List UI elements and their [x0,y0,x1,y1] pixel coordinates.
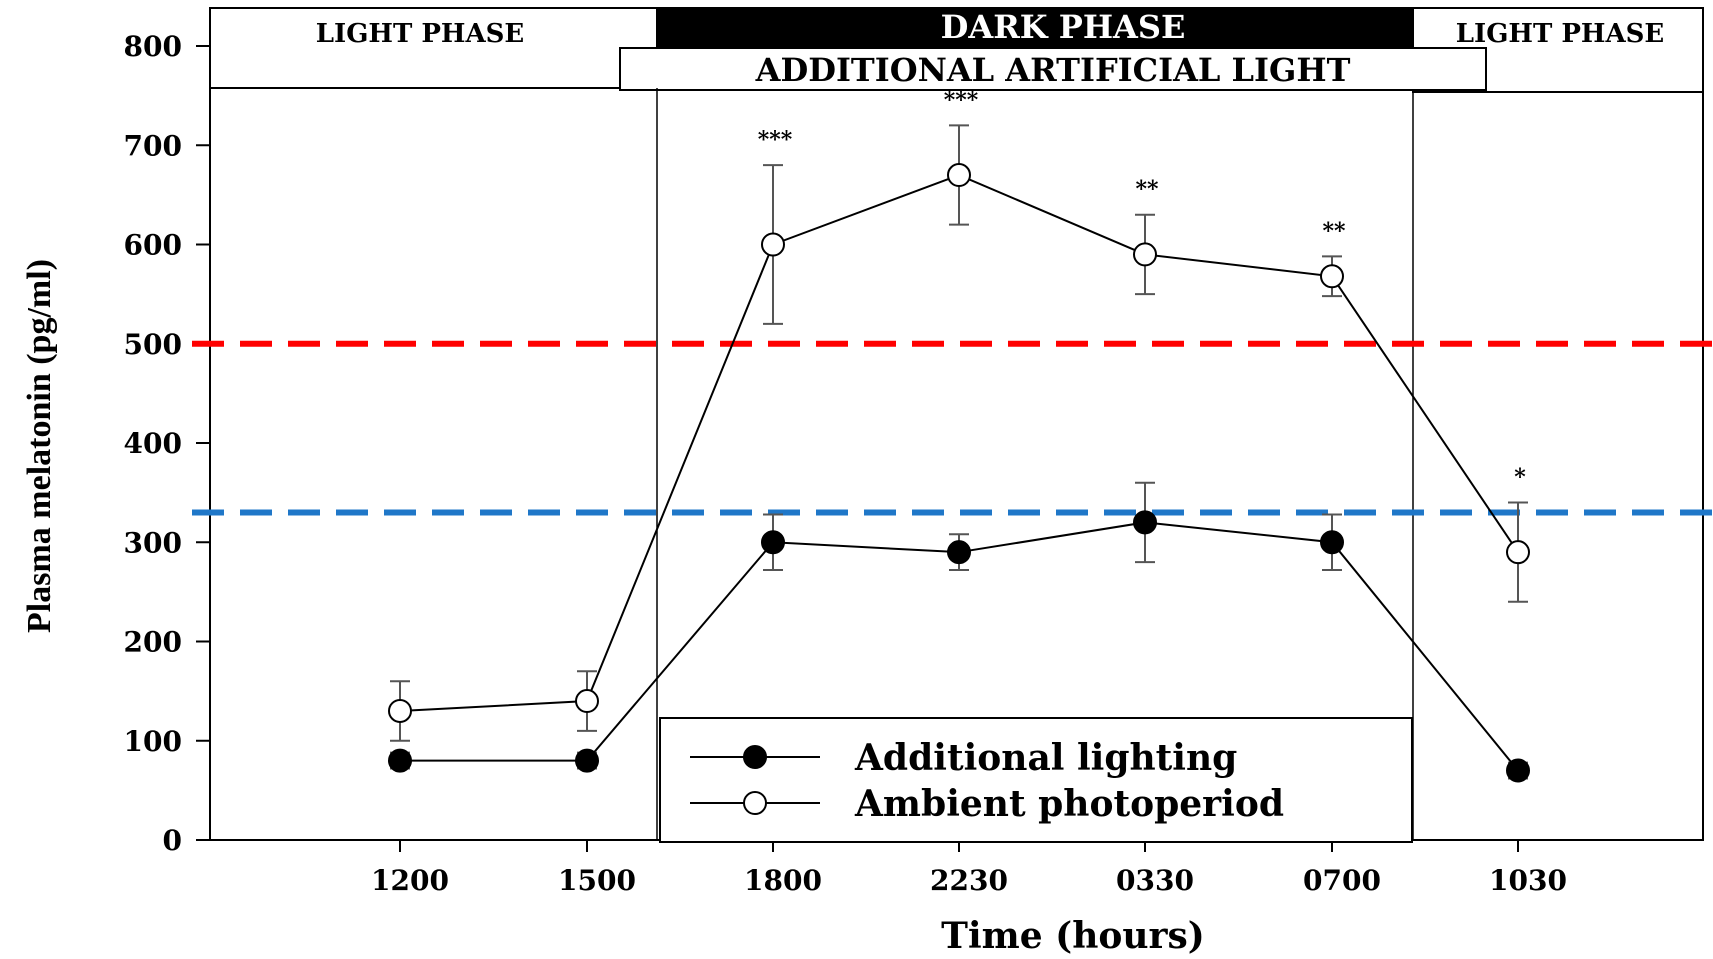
significance-label: *** [944,87,979,113]
x-tick-label: 0330 [1116,864,1194,897]
data-point [388,698,412,723]
y-tick-label: 700 [124,129,182,162]
light-phase-left-box [209,7,658,89]
data-point [1133,242,1157,267]
legend-label-ambient: Ambient photoperiod [854,783,1284,825]
series-1 [388,124,1530,742]
artificial-light-label: ADDITIONAL ARTIFICIAL LIGHT [755,51,1351,89]
legend: Additional lighting Ambient photoperiod [659,717,1413,843]
significance-label: *** [758,127,793,153]
data-point [1506,758,1530,783]
legend-label-additional: Additional lighting [854,737,1237,779]
series-layer [388,124,1530,783]
light-phase-right-label: LIGHT PHASE [1456,19,1665,49]
data-point [575,748,599,773]
x-tick-label: 1500 [558,864,636,897]
significance-label: ** [1322,218,1346,244]
legend-marker-ambient [743,791,767,815]
y-tick-label: 800 [124,30,182,63]
significance-label: ** [1135,177,1159,203]
series-0 [388,481,1530,783]
y-tick-label: 300 [124,526,182,559]
dark-phase-label: DARK PHASE [941,8,1186,46]
reference-lines [192,340,1713,516]
data-point [947,540,971,565]
y-axis: 0 100 200 300 400 500 600 700 800 [124,30,211,857]
x-axis-label: Time (hours) [941,915,1205,957]
data-point [575,689,599,714]
significance-label: * [1514,465,1526,491]
data-point [1320,264,1344,289]
legend-marker-additional [743,745,767,769]
data-point [1506,540,1530,565]
y-tick-label: 400 [124,427,182,460]
x-tick-label: 2230 [930,864,1008,897]
x-tick-label: 1200 [371,864,449,897]
data-point [761,232,785,257]
y-axis-label: Plasma melatonin (pg/ml) [21,259,58,633]
y-tick-label: 600 [124,229,182,262]
artificial-light-box [619,47,1487,91]
y-tick-label: 200 [124,626,182,659]
dark-phase-box [656,7,1414,49]
x-tick-label: 0700 [1303,864,1381,897]
x-tick-label: 1800 [744,864,822,897]
y-tick-label: 500 [124,328,182,361]
data-point [947,163,971,188]
significance-layer: *********** [758,87,1527,490]
y-tick-label: 100 [124,725,182,758]
data-point [1320,530,1344,555]
plot-frame [209,7,1704,841]
data-point [388,748,412,773]
y-tick-label: 0 [163,824,182,857]
data-point [1133,510,1157,535]
data-point [761,530,785,555]
series-line [399,173,1519,712]
legend-box [659,717,1413,843]
x-tick-label: 1030 [1489,864,1567,897]
light-phase-left-label: LIGHT PHASE [316,19,525,49]
x-axis: 1200 1500 1800 2230 0330 0700 1030 [210,839,1703,897]
